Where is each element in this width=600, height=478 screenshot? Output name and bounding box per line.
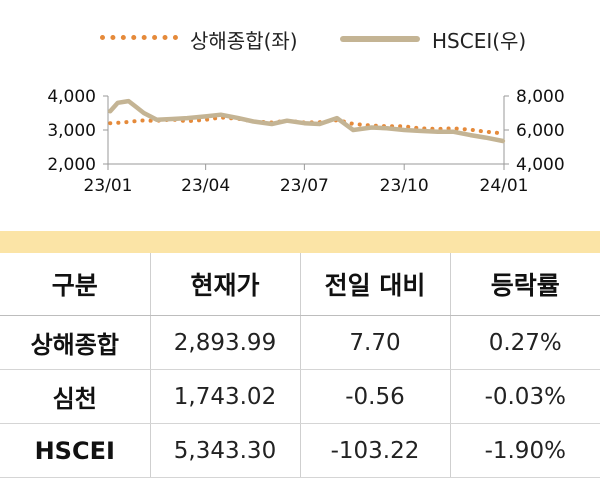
index-name: 상해종합 [0,315,150,370]
column-header: 전일 대비 [299,253,450,316]
header-band [0,231,600,253]
legend-swatch-dotted [100,34,178,44]
table-row: 심천 1,743.02 -0.56 -0.03% [0,369,600,424]
index-name: HSCEI [0,423,150,478]
y-left-tick-label: 4,000 [47,87,96,107]
index-table: 구분 현재가 전일 대비 등락률 상해종합 2,893.99 7.70 0.27… [0,253,600,478]
y-right-tick-label: 8,000 [516,87,565,107]
legend-item-shanghai: 상해종합(좌) [100,24,298,54]
legend-label-shanghai: 상해종합(좌) [190,28,298,53]
y-left-tick-label: 3,000 [47,121,96,141]
line-chart: 2,000 3,000 4,000 4,000 6,000 8,000 23/01 23/04… [47,87,564,196]
table-cell-price: 5,343.30 [149,423,300,478]
table-cell-price: 1,743.02 [149,369,300,424]
column-header: 등락률 [449,253,600,316]
y-right-tick-label: 6,000 [516,121,565,141]
table-cell-change: -103.22 [299,423,450,478]
table-row: 상해종합 2,893.99 7.70 0.27% [0,315,600,370]
table-cell-rate: -0.03% [449,369,600,424]
x-tick-label: 23/07 [280,176,329,196]
x-tick-label: 23/04 [181,176,230,196]
axes: 2,000 3,000 4,000 4,000 6,000 8,000 23/01 23/04… [47,87,564,196]
table-cell-rate: -1.90% [449,423,600,478]
legend-label-hscei: HSCEI(우) [432,28,527,53]
legend-item-hscei: HSCEI(우) [340,24,526,54]
table-cell-change: 7.70 [299,315,450,370]
x-tick-label: 23/01 [84,176,133,196]
legend-swatch-solid [340,36,420,42]
table-row: HSCEI 5,343.30 -103.22 -1.90% [0,423,600,478]
y-left-tick-label: 2,000 [47,155,96,175]
plot-area [107,98,506,144]
chart-legend: 상해종합(좌) HSCEI(우) [0,0,600,80]
table-cell-rate: 0.27% [449,315,600,370]
x-tick-label: 23/10 [380,176,429,196]
table-header-row: 구분 현재가 전일 대비 등락률 [0,253,600,316]
series-line-hscei [107,98,506,144]
x-tick-label: 24/01 [480,176,529,196]
table-cell-price: 2,893.99 [149,315,300,370]
index-name: 심천 [0,369,150,424]
y-right-tick-label: 4,000 [516,155,565,175]
table-cell-change: -0.56 [299,369,450,424]
column-header: 구분 [0,253,150,316]
column-header: 현재가 [149,253,300,316]
